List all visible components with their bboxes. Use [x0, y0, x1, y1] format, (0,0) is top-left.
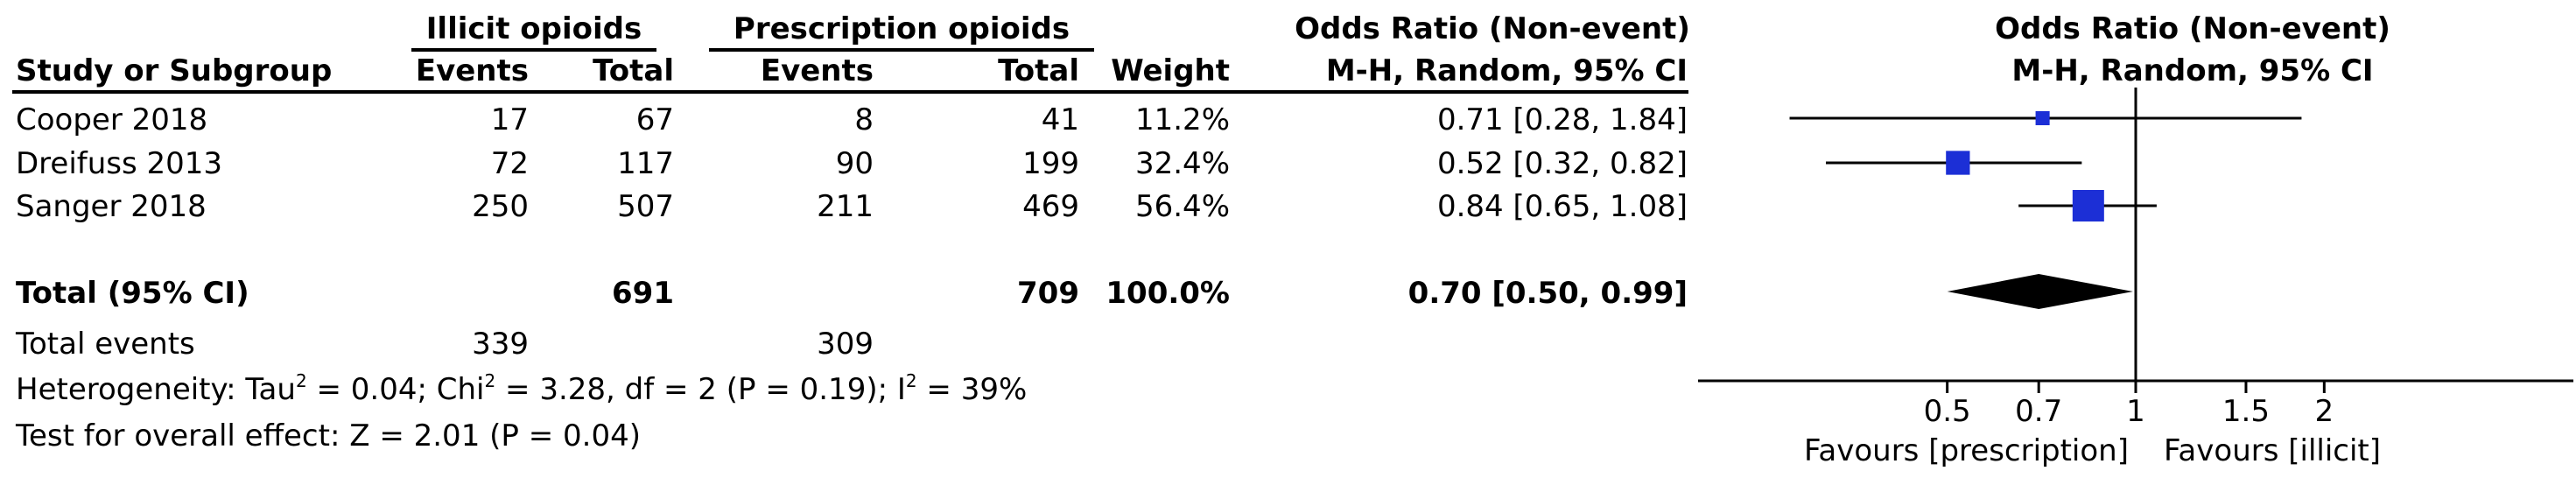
effect-marker — [2035, 110, 2050, 126]
group1-rule — [411, 48, 656, 52]
total2-cell: 469 — [1022, 189, 1079, 224]
overall-effect-text: Test for overall effect: Z = 2.01 (P = 0… — [16, 418, 641, 453]
superscript: 2 — [484, 370, 496, 391]
total1-header: Total — [593, 53, 674, 88]
weight-cell: 32.4% — [1134, 146, 1230, 181]
total2-cell: 41 — [1041, 102, 1079, 137]
effect-marker — [2072, 190, 2104, 221]
events1-cell: 17 — [490, 102, 529, 137]
heterogeneity-part: = 0.04; Chi — [306, 372, 485, 407]
events2-cell: 8 — [854, 102, 874, 137]
events1-header: Events — [415, 53, 529, 88]
events1-cell: 250 — [472, 189, 529, 224]
study-name: Sanger 2018 — [16, 189, 207, 224]
ci-cell: 0.84 [0.65, 1.08] — [1436, 189, 1688, 224]
total1-cell: 67 — [635, 102, 674, 137]
or-column-method: M-H, Random, 95% CI — [1325, 53, 1688, 88]
heterogeneity-part: = 39% — [916, 372, 1028, 407]
study-name: Dreifuss 2013 — [16, 146, 223, 181]
total-events1: 339 — [472, 327, 529, 362]
or-column-title: Odds Ratio (Non-event) — [1295, 11, 1690, 46]
weight-header: Weight — [1111, 53, 1230, 88]
group2-header: Prescription opioids — [733, 11, 1070, 46]
header-rule — [12, 90, 1688, 94]
x-tick-label: 0.7 — [2015, 394, 2062, 429]
total1-cell: 507 — [617, 189, 674, 224]
ci-cell: 0.52 [0.32, 0.82] — [1436, 146, 1688, 181]
heterogeneity-part: = 3.28, df = 2 (P = 0.19); I — [495, 372, 906, 407]
study-name: Cooper 2018 — [16, 102, 208, 137]
favours-left-label: Favours [prescription] — [1804, 433, 2129, 468]
total2-header: Total — [998, 53, 1079, 88]
pooled-diamond — [1947, 274, 2133, 309]
heterogeneity-text: Heterogeneity: Tau2 = 0.04; Chi2 = 3.28,… — [16, 372, 1028, 407]
x-tick-label: 2 — [2315, 394, 2334, 429]
x-tick-label: 0.5 — [1924, 394, 1971, 429]
total-ci: 0.70 [0.50, 0.99] — [1407, 276, 1688, 311]
x-tick-label: 1 — [2126, 394, 2145, 429]
superscript: 2 — [295, 370, 307, 391]
superscript: 2 — [905, 370, 917, 391]
group2-rule — [709, 48, 1094, 52]
effect-marker — [1946, 151, 1970, 175]
events2-cell: 90 — [835, 146, 874, 181]
total2-cell: 199 — [1022, 146, 1079, 181]
group1-header: Illicit opioids — [425, 11, 642, 46]
x-tick-label: 1.5 — [2222, 394, 2270, 429]
events2-header: Events — [760, 53, 874, 88]
total-events-label: Total events — [16, 327, 195, 362]
events1-cell: 72 — [490, 146, 529, 181]
favours-right-label: Favours [illicit] — [2164, 433, 2381, 468]
forest-plot: 0.5 0.7 1 1.5 2 Favours [prescription] Favours… — [1698, 88, 2573, 468]
total2-sum: 709 — [1017, 276, 1079, 311]
total-weight: 100.0% — [1106, 276, 1230, 311]
weight-cell: 11.2% — [1134, 102, 1230, 137]
total1-cell: 117 — [617, 146, 674, 181]
study-column-header: Study or Subgroup — [16, 53, 333, 88]
plot-method: M-H, Random, 95% CI — [2011, 53, 2374, 88]
weight-cell: 56.4% — [1134, 189, 1230, 224]
total1-sum: 691 — [612, 276, 674, 311]
plot-title: Odds Ratio (Non-event) — [1995, 11, 2390, 46]
ci-cell: 0.71 [0.28, 1.84] — [1436, 102, 1688, 137]
total-label: Total (95% CI) — [16, 276, 249, 311]
events2-cell: 211 — [817, 189, 874, 224]
total-events2: 309 — [817, 327, 874, 362]
heterogeneity-part: Heterogeneity: Tau — [16, 372, 296, 407]
